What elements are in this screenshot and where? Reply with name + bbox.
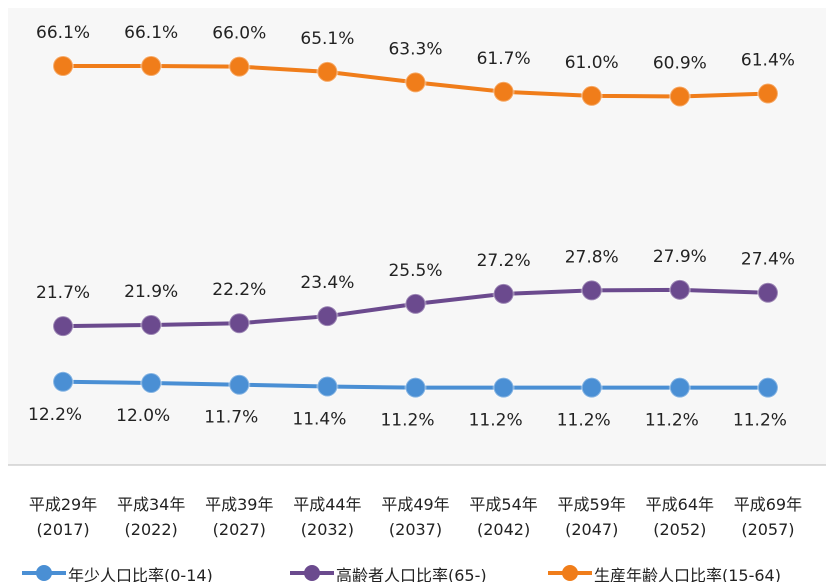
data-label: 27.4% (741, 250, 795, 270)
x-tick-label: 平成44年 (2032) (293, 495, 362, 539)
point (52, 370, 75, 393)
point (52, 315, 75, 338)
data-label: 11.2% (733, 411, 787, 431)
point (52, 55, 75, 78)
data-label: 11.2% (557, 411, 611, 431)
point (404, 292, 427, 315)
x-tick-label: 平成64年 (2052) (645, 495, 715, 539)
data-label: 27.9% (653, 247, 707, 267)
data-label: 66.1% (124, 23, 178, 43)
data-label: 21.9% (124, 282, 178, 302)
data-label: 66.0% (212, 24, 266, 44)
point (140, 371, 163, 394)
point (140, 55, 163, 78)
point (316, 375, 339, 398)
point (492, 80, 515, 103)
point (580, 84, 603, 107)
data-label: 66.1% (36, 23, 90, 43)
data-label: 12.2% (28, 405, 82, 425)
data-label: 11.2% (469, 411, 523, 431)
x-tick-label: 平成39年 (2027) (205, 495, 274, 539)
legend-label: 生産年齢人口比率(15-64) (594, 566, 781, 582)
x-tick-label: 平成54年 (2042) (469, 495, 538, 539)
point (316, 60, 339, 83)
data-label: 21.7% (36, 283, 90, 303)
point (668, 85, 691, 108)
data-label: 61.4% (741, 51, 795, 71)
point (756, 281, 779, 304)
data-label: 11.2% (380, 411, 434, 431)
point (404, 376, 427, 399)
x-tick-label: 平成29年 (2017) (28, 495, 98, 539)
data-label: 65.1% (300, 29, 354, 49)
point (756, 376, 779, 399)
data-label: 11.2% (645, 411, 699, 431)
legend-marker (304, 565, 320, 581)
x-tick-label: 平成59年 (2047) (557, 495, 626, 539)
point (228, 373, 251, 396)
data-label: 63.3% (388, 39, 442, 59)
point (492, 282, 515, 305)
point (580, 279, 603, 302)
legend-marker (562, 565, 578, 581)
data-label: 25.5% (388, 261, 442, 281)
legend-label: 高齢者人口比率(65-) (336, 566, 487, 582)
point (316, 305, 339, 328)
x-tick-label: 平成69年 (2057) (733, 495, 803, 539)
data-label: 27.8% (565, 247, 619, 267)
data-label: 23.4% (300, 273, 354, 293)
data-label: 12.0% (116, 406, 170, 426)
point (580, 376, 603, 399)
point (492, 376, 515, 399)
data-label: 22.2% (212, 280, 266, 300)
point (756, 82, 779, 105)
point (140, 313, 163, 336)
point (228, 312, 251, 335)
point (668, 278, 691, 301)
data-label: 61.7% (477, 49, 531, 69)
data-label: 27.2% (477, 251, 531, 271)
data-label: 61.0% (565, 53, 619, 73)
data-label: 60.9% (653, 53, 707, 73)
point (228, 55, 251, 78)
point (668, 376, 691, 399)
data-label: 11.4% (292, 409, 346, 429)
point (404, 71, 427, 94)
legend-label: 年少人口比率(0-14) (68, 566, 213, 582)
legend-marker (36, 565, 52, 581)
x-tick-label: 平成34年 (2022) (116, 495, 186, 539)
x-tick-label: 平成49年 (2037) (381, 495, 450, 539)
data-label: 11.7% (204, 408, 258, 428)
